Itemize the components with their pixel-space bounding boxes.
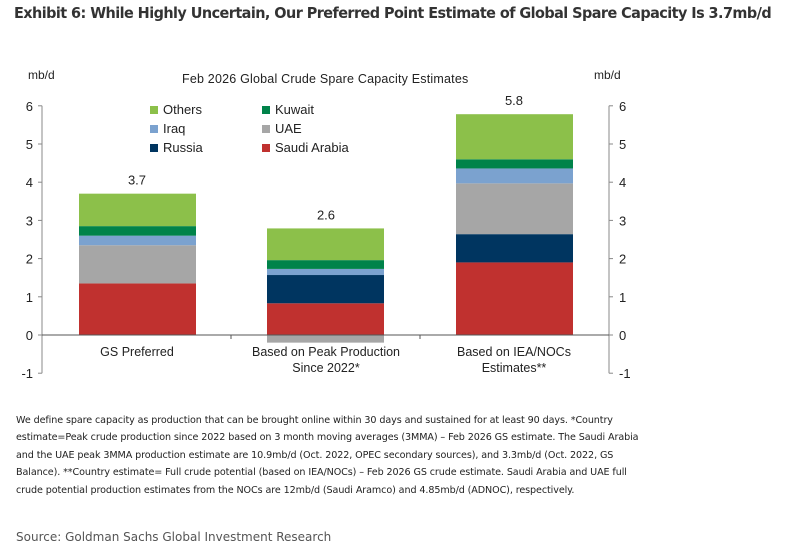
source-line: Source: Goldman Sachs Global Investment … <box>16 530 332 544</box>
right-tick-label: -1 <box>619 366 631 381</box>
bar-segment-uae <box>79 245 196 284</box>
stacked-bar-chart: -1 -1 0 0 1 1 2 2 3 3 4 4 5 5 6 6 3.7 2.6 5.8 <box>21 93 631 381</box>
legend-swatch <box>262 143 270 152</box>
bar-segment-others <box>267 228 384 261</box>
bar-segment-kuwait <box>456 159 573 169</box>
chart-legend: Others Kuwait Iraq UAE Russia Saudi Arabia <box>150 101 392 156</box>
bar-segment-saudi-arabia <box>267 303 384 335</box>
left-tick-label: 4 <box>26 175 33 190</box>
right-tick-label: 0 <box>619 328 626 343</box>
chart-title: Feb 2026 Global Crude Spare Capacity Est… <box>182 72 469 86</box>
bar-total-label: 2.6 <box>317 207 335 222</box>
right-axis-unit: mb/d <box>594 68 621 82</box>
bar-segment-saudi-arabia <box>79 283 196 335</box>
legend-swatch <box>150 143 158 152</box>
left-tick-label: 5 <box>26 137 33 152</box>
right-tick-label: 5 <box>619 137 626 152</box>
category-label: Based on IEA/NOCs Estimates** <box>419 344 609 376</box>
legend-item-saudi-arabia: Saudi Arabia <box>262 139 392 156</box>
legend-label: Kuwait <box>275 102 315 117</box>
right-tick-label: 1 <box>619 290 626 305</box>
category-label-line: Estimates** <box>481 361 547 375</box>
right-tick-label: 3 <box>619 213 626 228</box>
legend-item-kuwait: Kuwait <box>262 101 392 118</box>
left-tick-label: 2 <box>26 252 33 267</box>
legend-label: Others <box>163 102 203 117</box>
category-label-line: GS Preferred <box>100 345 174 359</box>
category-label: Based on Peak Production Since 2022* <box>231 344 421 376</box>
legend-item-others: Others <box>150 101 262 118</box>
category-label: GS Preferred <box>42 344 232 360</box>
bar-total-label: 3.7 <box>128 173 146 188</box>
bar-segment-uae <box>267 335 384 343</box>
bar-segment-russia <box>267 275 384 304</box>
left-tick-label: 3 <box>26 213 33 228</box>
category-label-line: Based on IEA/NOCs <box>457 345 571 359</box>
legend-swatch <box>262 105 270 114</box>
left-tick-label: 1 <box>26 290 33 305</box>
legend-swatch <box>150 105 158 114</box>
bar-total-label: 5.8 <box>505 93 523 108</box>
bar-segment-iraq <box>267 268 384 276</box>
footnote: We define spare capacity as production t… <box>16 415 639 496</box>
right-tick-label: 2 <box>619 252 626 267</box>
legend-label: UAE <box>275 121 302 136</box>
legend-swatch <box>262 124 270 133</box>
left-axis-unit: mb/d <box>28 68 55 82</box>
bar-segment-uae <box>456 183 573 235</box>
exhibit-title: Exhibit 6: While Highly Uncertain, Our P… <box>14 4 772 22</box>
right-tick-label: 6 <box>619 99 626 114</box>
bar-segment-kuwait <box>267 260 384 269</box>
left-tick-label: 0 <box>26 328 33 343</box>
left-tick-label: -1 <box>21 366 33 381</box>
bar-segment-russia <box>456 234 573 263</box>
legend-swatch <box>150 124 158 133</box>
bar-segment-kuwait <box>79 226 196 236</box>
legend-label: Iraq <box>163 121 186 136</box>
bar-segment-others <box>79 193 196 227</box>
legend-item-iraq: Iraq <box>150 120 262 137</box>
legend-label: Russia <box>163 140 203 155</box>
bar-segment-others <box>456 114 573 160</box>
category-label-line: Based on Peak Production <box>251 345 401 359</box>
bar-segment-saudi-arabia <box>456 262 573 335</box>
category-label-line: Since 2022* <box>292 361 360 375</box>
legend-item-russia: Russia <box>150 139 262 156</box>
bar-segment-iraq <box>456 168 573 184</box>
bar-segment-iraq <box>79 235 196 246</box>
right-tick-label: 4 <box>619 175 626 190</box>
legend-label: Saudi Arabia <box>275 140 349 155</box>
legend-item-uae: UAE <box>262 120 392 137</box>
left-tick-label: 6 <box>26 99 33 114</box>
